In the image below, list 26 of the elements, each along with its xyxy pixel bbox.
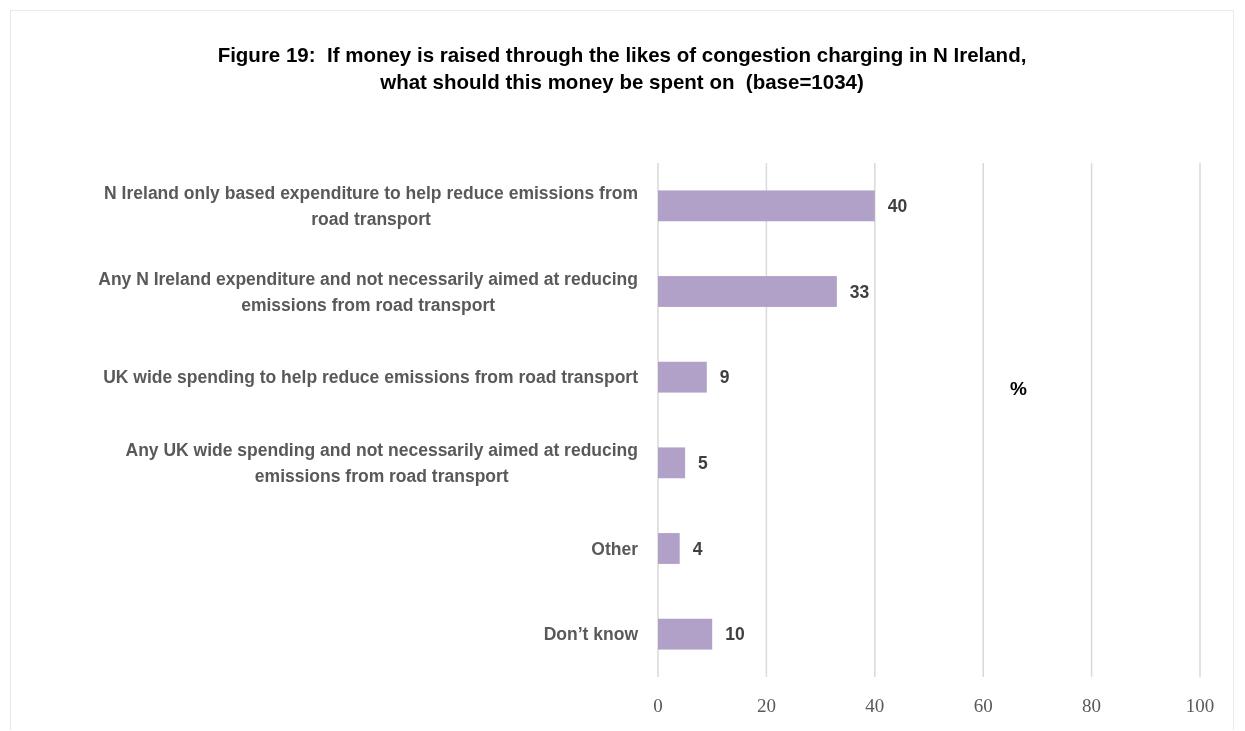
x-tick-label: 80 [1082,695,1102,716]
chart-title: Figure 19: If money is raised through the likes of congestion charging in N Ireland, what should this money be spent on (base=1034) [217,43,1027,94]
x-tick-label: 60 [973,695,993,716]
x-tick-label: 100 [1185,695,1215,716]
x-tick-label: 20 [756,695,776,716]
y-tick-label: Other [591,538,639,559]
data-label: 40 [887,195,908,216]
x-tick-label: 40 [865,695,885,716]
bar [658,447,686,479]
data-label: 4 [692,538,703,559]
bar [658,618,713,650]
bar [658,276,837,307]
data-label: 9 [719,367,730,388]
data-label: 33 [849,281,870,302]
x-axis-title: % [1009,377,1027,399]
y-tick-label: Any UK wide spending and not necessarily aimed at reducing emissions from road transport [125,439,639,486]
y-tick-label: UK wide spending to help reduce emissions from road transport [103,367,639,388]
y-tick-label: Don’t know [543,624,639,645]
bar [658,361,707,393]
bar [658,190,875,222]
data-label: 10 [725,624,745,645]
y-tick-label: Any N Ireland expenditure and not necessarily aimed at reducing emissions from road transport [98,268,638,315]
bar [658,533,680,564]
x-tick-label: 0 [653,695,663,716]
y-tick-label: N Ireland only based expenditure to help reduce emissions from road transport [104,182,639,229]
data-label: 5 [698,452,709,473]
